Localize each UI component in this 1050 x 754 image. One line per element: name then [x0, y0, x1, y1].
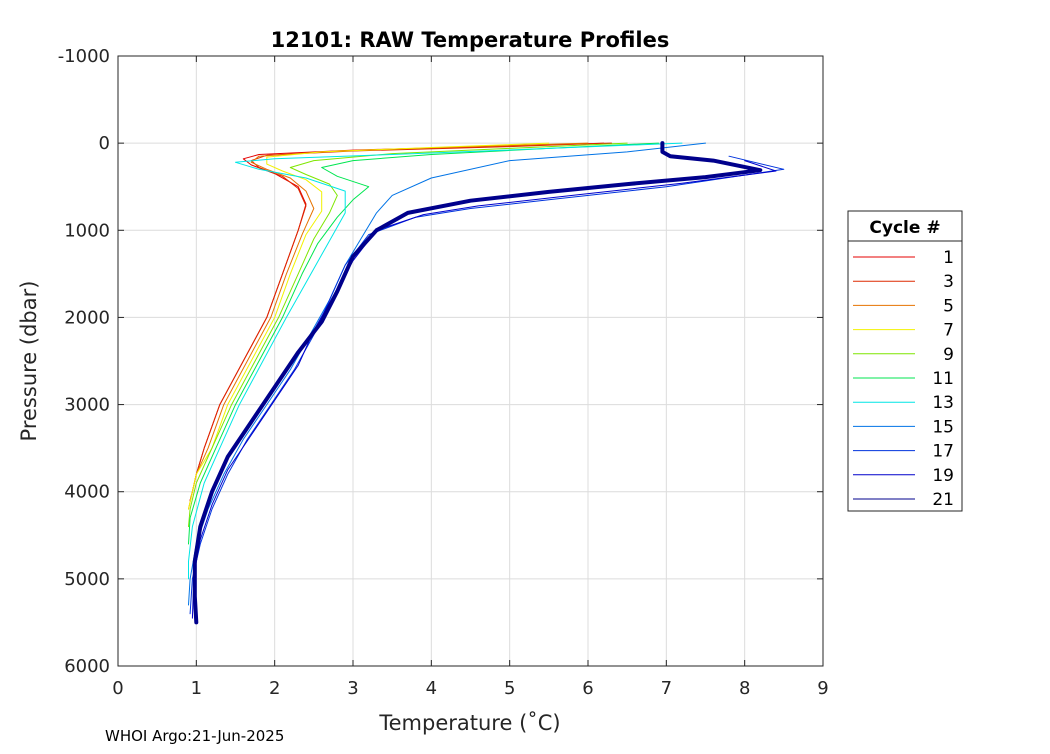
legend-label-cycle-15: 15	[932, 417, 954, 437]
x-axis-label: Temperature (˚C)	[378, 711, 560, 735]
legend-label-cycle-5: 5	[943, 296, 954, 316]
series-line-cycle-7	[188, 142, 550, 510]
y-tick-label: 4000	[64, 482, 110, 503]
x-tick-label: 0	[112, 678, 123, 699]
legend-label-cycle-7: 7	[943, 321, 954, 341]
legend-title: Cycle #	[869, 218, 940, 238]
y-tick-label: 3000	[64, 395, 110, 416]
y-axis-label: Pressure (dbar)	[17, 281, 41, 442]
x-tick-label: 7	[661, 678, 672, 699]
series-line-cycle-19	[191, 160, 777, 619]
y-tick-label: -1000	[58, 46, 110, 67]
chart-title: 12101: RAW Temperature Profiles	[271, 28, 670, 52]
y-tick-label: 0	[99, 133, 110, 154]
axis-ticks: 0 1 2 3 4 5 6 7 8 9 -1000 0 1000 2000 3000 4000 5000 6000	[58, 46, 829, 699]
y-tick-label: 6000	[64, 656, 110, 677]
series-group	[188, 141, 785, 625]
legend-label-cycle-9: 9	[943, 345, 954, 365]
y-tick-label: 5000	[64, 569, 110, 590]
grid-lines	[118, 56, 823, 666]
x-tick-label: 3	[347, 678, 358, 699]
footer-stamp: WHOI Argo:21-Jun-2025	[105, 727, 284, 745]
series-line-cycle-9	[188, 142, 628, 528]
legend-label-cycle-3: 3	[943, 272, 954, 292]
legend-label-cycle-19: 19	[932, 466, 954, 486]
legend-label-cycle-17: 17	[932, 442, 954, 462]
plot-frame	[117, 55, 824, 667]
legend-label-cycle-1: 1	[943, 248, 954, 268]
x-tick-label: 2	[269, 678, 280, 699]
x-tick-label: 5	[504, 678, 515, 699]
x-tick-label: 9	[817, 678, 828, 699]
x-tick-label: 4	[426, 678, 437, 699]
series-line-cycle-13	[188, 142, 683, 580]
legend-label-cycle-11: 11	[932, 369, 954, 389]
x-tick-label: 6	[582, 678, 593, 699]
legend-label-cycle-13: 13	[932, 393, 954, 413]
legend-box	[847, 210, 963, 512]
y-tick-label: 1000	[64, 220, 110, 241]
x-tick-label: 1	[191, 678, 202, 699]
x-tick-label: 8	[739, 678, 750, 699]
series-line-cycle-21	[192, 141, 763, 625]
plot-background	[118, 56, 823, 666]
y-tick-label: 2000	[64, 307, 110, 328]
legend-label-cycle-21: 21	[932, 490, 954, 510]
series-line-cycle-11	[188, 142, 659, 545]
series-line-cycle-5	[188, 142, 589, 510]
